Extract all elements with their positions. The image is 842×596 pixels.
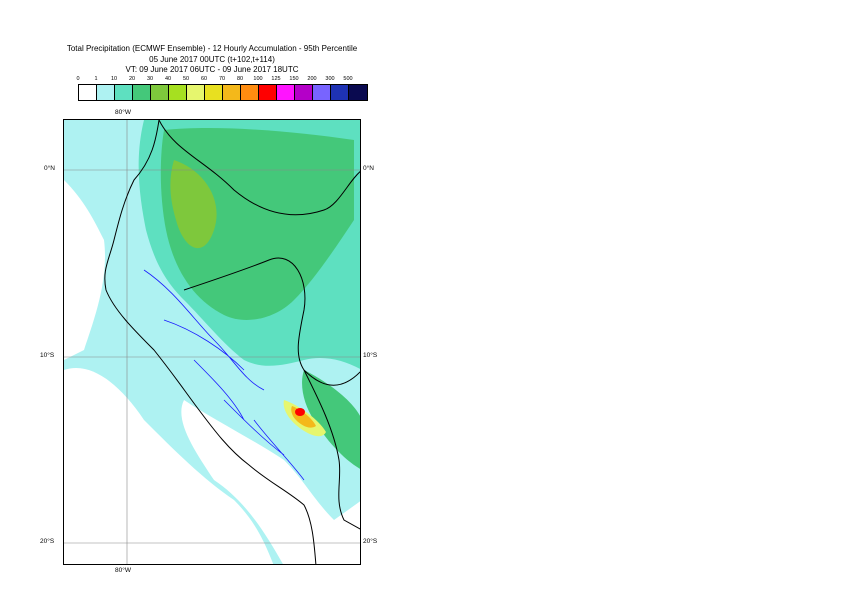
legend-tick-label: 70 xyxy=(218,76,226,82)
legend-tick-label: 50 xyxy=(182,76,190,82)
dry-area-northwest xyxy=(64,180,105,360)
legend-swatch xyxy=(187,85,205,100)
legend-swatch xyxy=(313,85,331,100)
legend-swatch xyxy=(259,85,277,100)
legend-tick-label: 1 xyxy=(94,76,98,82)
precip-maximum xyxy=(295,408,305,416)
border-ecuador-colombia xyxy=(158,120,360,216)
legend-tick-label: 300 xyxy=(325,76,335,82)
lat-label-left-20s: 20°S xyxy=(40,538,55,545)
legend-swatch xyxy=(97,85,115,100)
color-legend xyxy=(78,84,368,101)
precip-layer-lightgreen xyxy=(170,160,217,249)
legend-swatch xyxy=(115,85,133,100)
lat-label-right-0: 0°N xyxy=(363,165,374,172)
map-svg xyxy=(64,120,360,564)
legend-tick-label: 60 xyxy=(200,76,208,82)
legend-tick-label: 0 xyxy=(76,76,80,82)
legend-tick-label: 150 xyxy=(289,76,299,82)
legend-swatch xyxy=(205,85,223,100)
coastline xyxy=(104,120,317,564)
lat-label-left-0: 0°N xyxy=(44,165,55,172)
legend-swatch xyxy=(331,85,349,100)
precipitation-map xyxy=(63,119,361,565)
legend-swatch xyxy=(133,85,151,100)
legend-swatch xyxy=(169,85,187,100)
legend-tick-label: 40 xyxy=(164,76,172,82)
lat-label-left-10s: 10°S xyxy=(40,352,55,359)
map-run-time: 05 June 2017 00UTC (t+102,t+114) xyxy=(149,55,275,64)
legend-swatch xyxy=(349,85,367,100)
legend-swatch xyxy=(295,85,313,100)
precip-layer-green xyxy=(160,128,354,320)
dry-area-south xyxy=(64,368,274,564)
lon-label-bottom: 80°W xyxy=(115,567,131,574)
legend-tick-label: 10 xyxy=(110,76,118,82)
legend-swatch xyxy=(277,85,295,100)
lat-label-right-20s: 20°S xyxy=(363,538,378,545)
legend-tick-label: 125 xyxy=(271,76,281,82)
legend-swatch xyxy=(79,85,97,100)
legend-swatch xyxy=(223,85,241,100)
legend-tick-label: 200 xyxy=(307,76,317,82)
legend-tick-label: 80 xyxy=(236,76,244,82)
legend-swatch xyxy=(241,85,259,100)
legend-tick-label: 500 xyxy=(343,76,353,82)
legend-tick-label: 20 xyxy=(128,76,136,82)
lon-label-top: 80°W xyxy=(115,109,131,116)
lat-label-right-10s: 10°S xyxy=(363,352,378,359)
border-peru-brazil xyxy=(183,257,360,386)
map-title: Total Precipitation (ECMWF Ensemble) - 1… xyxy=(66,44,358,53)
legend-tick-label: 100 xyxy=(253,76,263,82)
dry-area-highlands xyxy=(181,400,360,564)
border-peru-bolivia xyxy=(303,369,360,530)
legend-swatch xyxy=(151,85,169,100)
legend-tick-label: 30 xyxy=(146,76,154,82)
map-valid-time: VT: 09 June 2017 06UTC - 09 June 2017 18… xyxy=(125,65,299,74)
admin-boundaries xyxy=(143,269,305,481)
